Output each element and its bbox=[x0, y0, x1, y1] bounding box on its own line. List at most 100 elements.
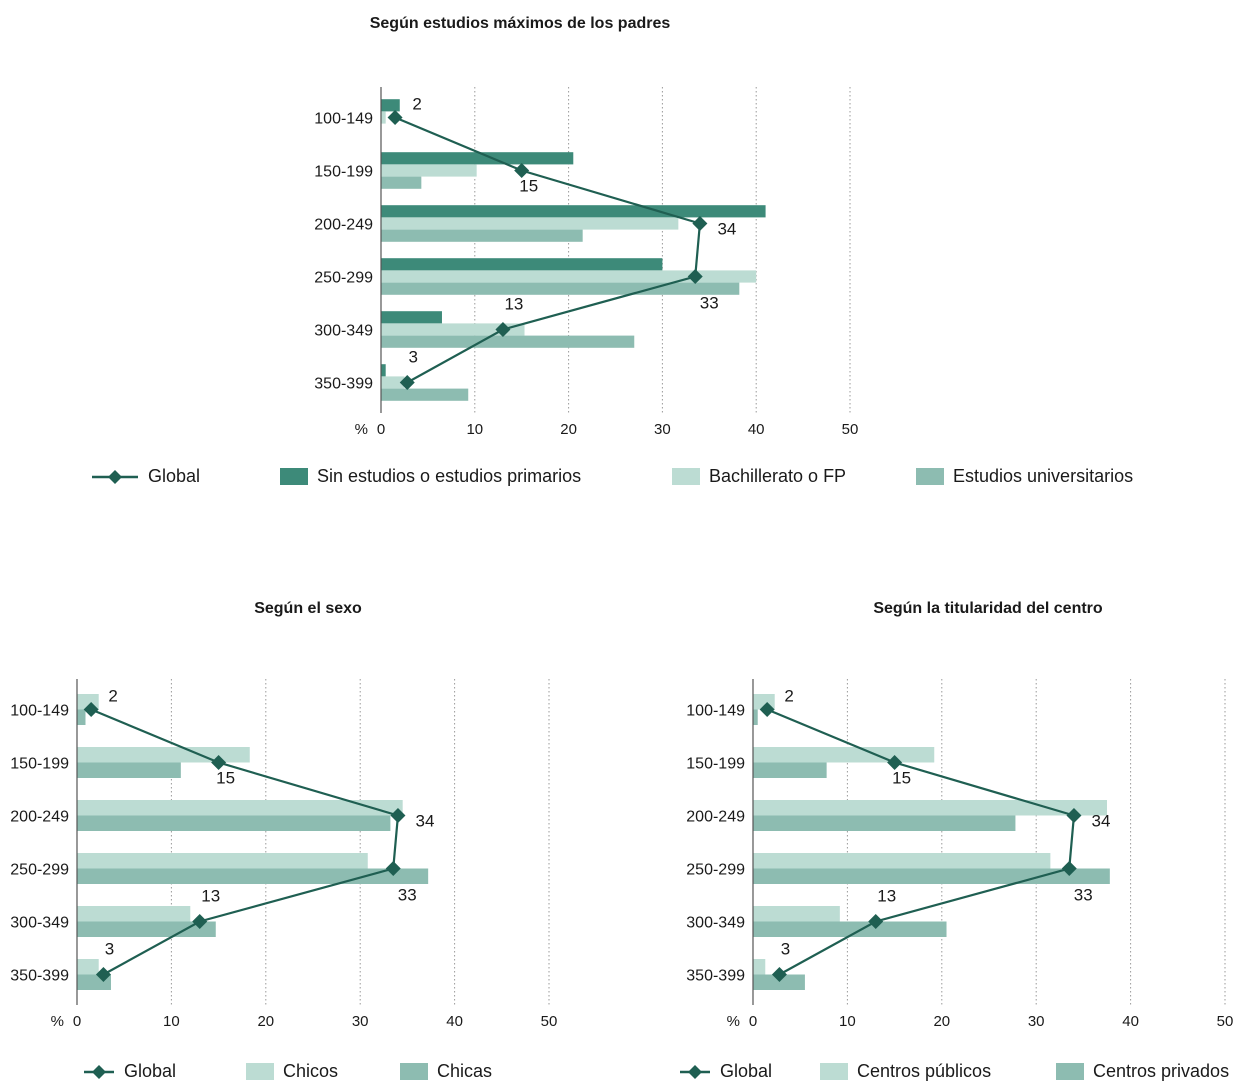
bar bbox=[381, 99, 400, 112]
global-data-label: 2 bbox=[108, 687, 117, 706]
bar bbox=[381, 229, 583, 242]
global-data-label: 34 bbox=[717, 220, 736, 239]
tick-label: 0 bbox=[749, 1013, 757, 1030]
bar bbox=[77, 747, 250, 763]
bar bbox=[381, 217, 679, 230]
global-marker bbox=[399, 375, 415, 390]
bar bbox=[77, 709, 86, 725]
bar bbox=[77, 906, 191, 922]
bar bbox=[753, 762, 827, 778]
legend-item-chicas: Chicas bbox=[400, 1061, 492, 1082]
global-data-label: 15 bbox=[519, 177, 538, 196]
category-label: 100-149 bbox=[10, 703, 69, 720]
legend-label-chicos: Chicos bbox=[283, 1061, 339, 1081]
legend-titularidad: Global Centros públicos Centros privados bbox=[680, 1061, 1229, 1082]
legend-swatch-mid bbox=[916, 468, 944, 485]
global-marker bbox=[387, 110, 403, 125]
legend-item-sin-estudios: Sin estudios o estudios primarios bbox=[280, 466, 672, 487]
legend-label-chicas: Chicas bbox=[437, 1061, 493, 1081]
bar bbox=[381, 335, 635, 348]
tick-label: 50 bbox=[1217, 1013, 1234, 1030]
global-data-label: 13 bbox=[877, 887, 896, 906]
global-data-label: 3 bbox=[105, 940, 114, 959]
global-marker bbox=[687, 269, 703, 284]
tick-label: 40 bbox=[1122, 1013, 1139, 1030]
category-label: 150-199 bbox=[10, 756, 69, 773]
bar bbox=[753, 959, 766, 975]
category-label: 350-399 bbox=[10, 968, 69, 985]
bar bbox=[381, 164, 477, 177]
legend-padres: Global Sin estudios o estudios primarios… bbox=[92, 466, 1133, 487]
global-line-key-icon bbox=[680, 1064, 710, 1079]
category-label: 300-349 bbox=[686, 915, 745, 932]
legend-label-global: Global bbox=[720, 1061, 773, 1081]
bar bbox=[381, 323, 525, 336]
global-line bbox=[90, 708, 400, 976]
chart-title-sexo: Según el sexo bbox=[254, 600, 362, 617]
global-marker bbox=[95, 967, 111, 982]
legend-swatch-mid bbox=[1056, 1063, 1084, 1080]
global-data-label: 13 bbox=[504, 295, 523, 314]
category-label: 100-149 bbox=[314, 111, 373, 128]
legend-item-publicos: Centros públicos bbox=[820, 1061, 1056, 1082]
bar bbox=[753, 921, 947, 937]
legend-label-bachillerato: Bachillerato o FP bbox=[709, 466, 847, 486]
global-marker bbox=[514, 163, 530, 178]
category-label: 350-399 bbox=[314, 376, 373, 393]
global-data-label: 3 bbox=[409, 348, 418, 367]
global-data-label: 33 bbox=[398, 886, 417, 905]
global-marker bbox=[1066, 808, 1082, 823]
bar bbox=[381, 282, 740, 295]
tick-label: 0 bbox=[73, 1013, 81, 1030]
tick-label: 50 bbox=[842, 421, 859, 438]
global-data-label: 15 bbox=[216, 769, 235, 788]
tick-label: 30 bbox=[352, 1013, 369, 1030]
category-label: 250-299 bbox=[686, 862, 745, 879]
legend-swatch-dark bbox=[280, 468, 308, 485]
global-data-label: 2 bbox=[784, 687, 793, 706]
global-marker bbox=[385, 861, 401, 876]
category-label: 250-299 bbox=[314, 270, 373, 287]
bar bbox=[753, 747, 935, 763]
tick-label: 20 bbox=[257, 1013, 274, 1030]
category-label: 300-349 bbox=[10, 915, 69, 932]
bar bbox=[753, 974, 805, 990]
global-data-label: 33 bbox=[1074, 886, 1093, 905]
global-line-key-icon bbox=[92, 469, 138, 484]
tick-label: 30 bbox=[654, 421, 671, 438]
bar bbox=[77, 868, 429, 884]
bar bbox=[381, 205, 766, 218]
category-label: 300-349 bbox=[314, 323, 373, 340]
bar bbox=[77, 921, 216, 937]
legend-label-sin-estudios: Sin estudios o estudios primarios bbox=[317, 466, 582, 486]
legend-item-global: Global bbox=[92, 466, 280, 487]
global-data-label: 13 bbox=[201, 887, 220, 906]
legend-swatch-mid bbox=[400, 1063, 428, 1080]
chart-title-padres: Según estudios máximos de los padres bbox=[369, 15, 671, 32]
unit-label: % bbox=[727, 1013, 740, 1030]
bar bbox=[753, 868, 1110, 884]
legend-item-universitarios: Estudios universitarios bbox=[916, 466, 1133, 487]
global-line bbox=[394, 116, 702, 384]
bar bbox=[381, 270, 757, 283]
bar bbox=[753, 853, 1051, 869]
unit-label: % bbox=[355, 421, 368, 438]
legend-item-privados: Centros privados bbox=[1056, 1061, 1229, 1082]
category-label: 150-199 bbox=[686, 756, 745, 773]
bar bbox=[753, 800, 1107, 816]
bar bbox=[381, 311, 442, 324]
tick-label: 20 bbox=[560, 421, 577, 438]
legend-item-bachillerato: Bachillerato o FP bbox=[672, 466, 916, 487]
tick-label: 30 bbox=[1028, 1013, 1045, 1030]
global-marker bbox=[1061, 861, 1077, 876]
tick-label: 10 bbox=[839, 1013, 856, 1030]
bar bbox=[77, 959, 99, 975]
tick-label: 10 bbox=[466, 421, 483, 438]
global-marker bbox=[83, 702, 99, 717]
legend-swatch-light bbox=[672, 468, 700, 485]
global-marker bbox=[390, 808, 406, 823]
legend-item-global: Global bbox=[680, 1061, 820, 1082]
tick-label: 10 bbox=[163, 1013, 180, 1030]
bar bbox=[381, 111, 386, 124]
